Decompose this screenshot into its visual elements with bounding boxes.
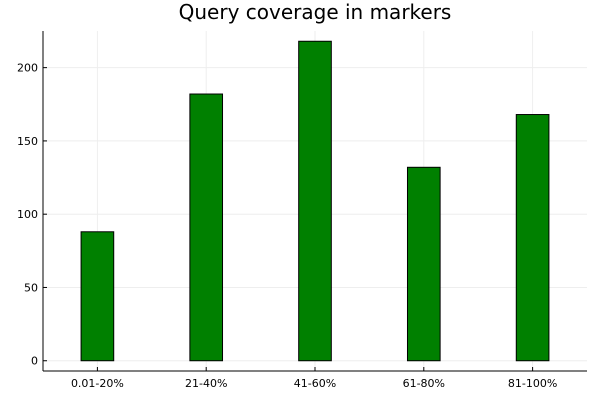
y-tick-label: 100: [17, 208, 38, 221]
bar-0.01-20%: [80, 231, 115, 362]
bar-41-60%: [298, 40, 332, 362]
x-tick-label: 61-80%: [403, 377, 445, 390]
y-tick-label: 150: [17, 135, 38, 148]
y-axis-ticks: 0 50 100 150 200: [17, 62, 47, 368]
x-axis-ticks: 0.01-20% 21-40% 41-60% 61-80% 81-100%: [71, 367, 557, 390]
bar-61-80%: [406, 166, 441, 362]
x-tick-label: 0.01-20%: [71, 377, 124, 390]
bars: [80, 40, 550, 362]
chart-title: Query coverage in markers: [179, 0, 452, 24]
y-tick-label: 0: [31, 355, 38, 368]
x-tick-label: 41-60%: [294, 377, 336, 390]
y-tick-label: 50: [24, 281, 38, 294]
x-tick-label: 21-40%: [185, 377, 227, 390]
bar-81-100%: [515, 114, 550, 362]
x-tick-label: 81-100%: [508, 377, 557, 390]
y-tick-label: 200: [17, 62, 38, 75]
bar-21-40%: [189, 93, 224, 362]
